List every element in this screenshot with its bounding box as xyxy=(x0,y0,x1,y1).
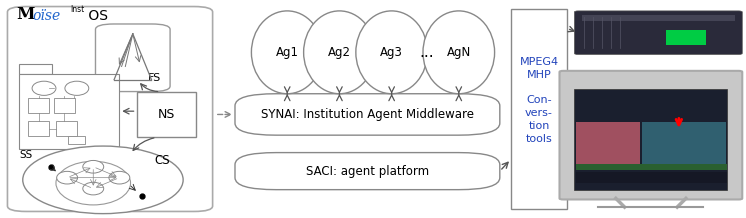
Bar xyxy=(582,15,735,21)
Bar xyxy=(666,30,706,45)
Bar xyxy=(576,164,727,170)
Ellipse shape xyxy=(304,11,375,94)
Ellipse shape xyxy=(57,171,78,184)
Bar xyxy=(19,64,52,74)
Bar xyxy=(54,98,75,113)
Ellipse shape xyxy=(56,161,131,205)
Ellipse shape xyxy=(423,11,495,94)
FancyBboxPatch shape xyxy=(7,7,213,211)
FancyBboxPatch shape xyxy=(235,153,500,190)
Bar xyxy=(576,177,727,183)
Text: AgN: AgN xyxy=(447,46,471,59)
Bar xyxy=(511,9,567,209)
Text: SS: SS xyxy=(19,150,33,160)
Bar xyxy=(576,122,640,164)
Text: M: M xyxy=(16,6,35,23)
Text: FS: FS xyxy=(148,73,161,83)
Bar xyxy=(19,74,119,149)
Bar xyxy=(137,92,196,137)
Text: oïse: oïse xyxy=(32,9,60,23)
Ellipse shape xyxy=(83,182,104,195)
Text: MPEG4
MHP

Con-
vers-
tion
tools: MPEG4 MHP Con- vers- tion tools xyxy=(519,57,559,144)
Text: Ag3: Ag3 xyxy=(380,46,403,59)
FancyBboxPatch shape xyxy=(235,94,500,135)
Text: CS: CS xyxy=(155,154,170,167)
Ellipse shape xyxy=(23,146,184,214)
Ellipse shape xyxy=(32,81,56,95)
FancyBboxPatch shape xyxy=(95,24,170,92)
FancyBboxPatch shape xyxy=(560,71,742,199)
Bar xyxy=(642,122,726,164)
Bar xyxy=(574,89,727,190)
Text: ...: ... xyxy=(419,45,434,60)
Text: Ag2: Ag2 xyxy=(328,46,351,59)
Text: Inst: Inst xyxy=(70,5,84,14)
Text: SACI: agent platform: SACI: agent platform xyxy=(306,165,429,178)
Bar xyxy=(576,172,727,178)
FancyBboxPatch shape xyxy=(574,11,742,54)
Text: Ag1: Ag1 xyxy=(276,46,298,59)
Bar xyxy=(28,121,49,136)
Bar xyxy=(56,121,77,136)
Text: SYNAI: Institution Agent Middleware: SYNAI: Institution Agent Middleware xyxy=(261,108,474,121)
Ellipse shape xyxy=(251,11,323,94)
Text: OS: OS xyxy=(84,9,108,23)
Ellipse shape xyxy=(109,171,130,184)
Ellipse shape xyxy=(83,160,104,173)
Bar xyxy=(68,136,85,144)
Text: NS: NS xyxy=(157,108,175,121)
Ellipse shape xyxy=(65,81,89,95)
Ellipse shape xyxy=(356,11,427,94)
Bar xyxy=(28,98,49,113)
